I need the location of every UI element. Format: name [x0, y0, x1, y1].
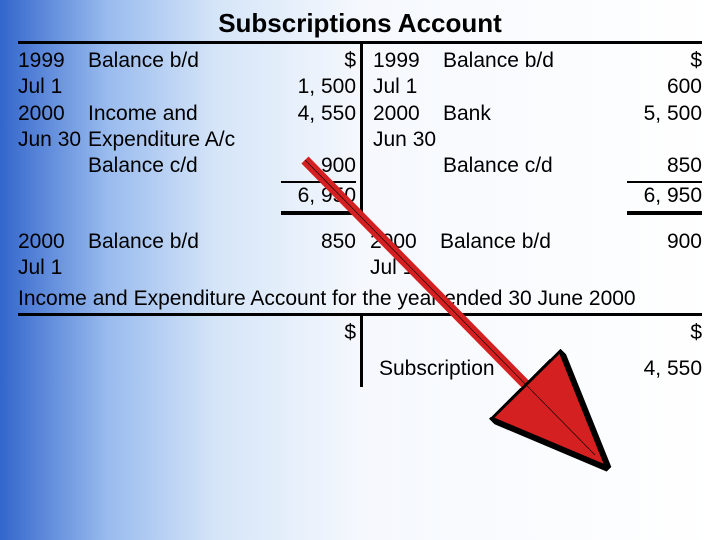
page-title: Subscriptions Account [18, 8, 702, 39]
ie-credit-amt: 4, 550 [617, 356, 702, 382]
credit-opening-desc: Balance b/d [443, 48, 554, 74]
credit-row3-desc: Balance c/d [443, 153, 617, 179]
debit-bd-desc: Balance b/d [88, 229, 199, 255]
credit-row2-day: Jun 30 [373, 127, 443, 153]
debit-row2-day: Jun 30 [18, 127, 88, 153]
credit-side: 1999 Jul 1 Balance b/d $ 600 2000 Jun 30… [360, 44, 702, 219]
credit-bd-desc: Balance b/d [440, 229, 551, 255]
credit-row2-amt: 5, 500 [644, 101, 702, 127]
debit-date-day: Jul 1 [18, 74, 88, 100]
ie-t-account: $ $ Subscription 4, 550 [18, 313, 702, 387]
credit-row2-desc: Bank [443, 101, 491, 127]
debit-bd-amt: 850 [321, 229, 356, 255]
debit-bd-year: 2000 [18, 229, 88, 255]
ie-debit-currency: $ [271, 320, 356, 346]
debit-opening-amt: 1, 500 [271, 74, 356, 100]
debit-row2-year: 2000 [18, 101, 88, 127]
credit-row2-year: 2000 [373, 101, 443, 127]
debit-double-rule [281, 211, 356, 215]
credit-date-year: 1999 [373, 48, 443, 74]
debit-bd-day: Jul 1 [18, 255, 88, 281]
credit-bd-day: Jul 1 [370, 255, 440, 281]
debit-date-year: 1999 [18, 48, 88, 74]
credit-total: 6, 950 [617, 183, 702, 209]
ie-account-title: Income and Expenditure Account for the y… [18, 287, 702, 311]
credit-date-day: Jul 1 [373, 74, 443, 100]
debit-row2-desc: Income and Expenditure A/c [88, 101, 267, 154]
credit-row3-amt: 850 [617, 153, 702, 179]
ie-credit-desc: Subscription [373, 356, 617, 382]
currency-symbol-r: $ [617, 48, 702, 74]
debit-side: 1999 Jul 1 Balance b/d $ 1, 500 2000 Jun… [18, 44, 360, 219]
currency-symbol: $ [271, 48, 356, 74]
credit-bd-amt: 900 [667, 229, 702, 255]
debit-opening-desc: Balance b/d [88, 48, 199, 74]
ie-credit-currency: $ [617, 320, 702, 346]
debit-row3-amt: 900 [271, 153, 356, 179]
debit-row2-amt: 4, 550 [298, 101, 356, 127]
subscriptions-t-account: 1999 Jul 1 Balance b/d $ 1, 500 2000 Jun… [18, 41, 702, 219]
balances-bd-row: 2000 Jul 1 Balance b/d 850 2000 Jul 1 Ba… [18, 225, 702, 286]
credit-bd-year: 2000 [370, 229, 440, 255]
debit-row3-desc: Balance c/d [88, 153, 271, 179]
credit-double-rule [627, 211, 702, 215]
debit-total: 6, 950 [271, 183, 356, 209]
credit-opening-amt: 600 [617, 74, 702, 100]
